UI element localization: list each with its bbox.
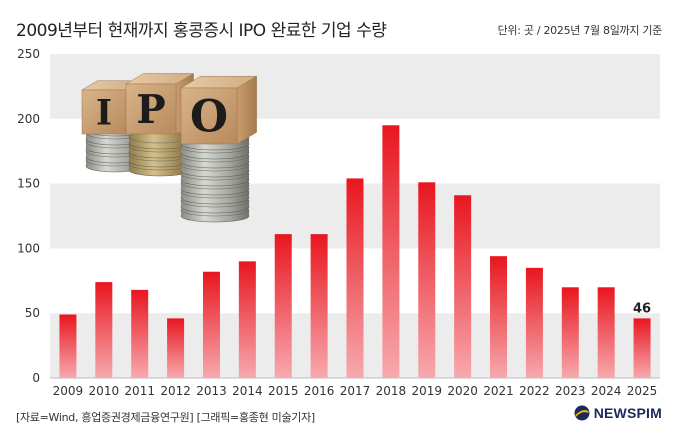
y-tick-label: 150 (17, 177, 40, 191)
bar (561, 287, 579, 378)
letter-block: O (180, 75, 258, 145)
data-labels: 46 (633, 301, 651, 316)
x-tick-label: 2011 (124, 384, 155, 398)
bar (346, 178, 364, 378)
x-tick-label: 2013 (196, 384, 227, 398)
newspim-globe-icon (574, 405, 590, 421)
bar (59, 314, 77, 378)
bar (454, 195, 472, 378)
x-tick-label: 2019 (411, 384, 442, 398)
x-tick-label: 2021 (483, 384, 514, 398)
bar (310, 234, 328, 378)
y-axis: 0 50 100 150 200 250 (17, 47, 40, 385)
bar (167, 318, 185, 378)
x-tick-label: 2010 (89, 384, 120, 398)
x-tick-label: 2023 (555, 384, 586, 398)
x-tick-label: 2017 (340, 384, 371, 398)
bar (490, 256, 508, 378)
unit-note: 단위: 곳 / 2025년 7월 8일까지 기준 (497, 24, 663, 37)
bar (131, 289, 149, 378)
x-tick-label: 2014 (232, 384, 263, 398)
x-tick-label: 2015 (268, 384, 299, 398)
y-tick-label: 250 (17, 47, 40, 61)
newspim-logo-text: NEWSPIM (593, 405, 662, 421)
bar (418, 182, 436, 378)
bar (202, 271, 220, 378)
block-letter: P (136, 87, 165, 133)
y-tick-label: 200 (17, 112, 40, 126)
bar (274, 234, 292, 378)
block-letter: O (190, 92, 228, 143)
x-tick-label: 2025 (627, 384, 658, 398)
bar (633, 318, 651, 378)
y-tick-label: 50 (25, 306, 40, 320)
bar (382, 125, 400, 378)
bar (95, 282, 113, 378)
x-tick-label: 2022 (519, 384, 550, 398)
x-tick-label: 2024 (591, 384, 622, 398)
newspim-logo: NEWSPIM (574, 405, 662, 421)
source-note: [자료=Wind, 흥업증권경제금융연구원] [그래픽=홍종현 미술기자] (16, 411, 315, 424)
x-tick-label: 2016 (304, 384, 335, 398)
bar (597, 287, 615, 378)
x-axis: 2009 2010 2011 2012 2013 2014 2015 2016 2017 2018… (53, 384, 658, 398)
chart-title: 2009년부터 현재까지 홍콩증시 IPO 완료한 기업 수량 (16, 21, 387, 41)
y-tick-label: 100 (17, 241, 40, 255)
bars-group (59, 125, 651, 378)
x-tick-label: 2012 (160, 384, 191, 398)
x-tick-label: 2020 (447, 384, 478, 398)
bar (238, 261, 256, 378)
y-tick-label: 0 (32, 371, 40, 385)
x-tick-label: 2009 (53, 384, 84, 398)
x-tick-label: 2018 (376, 384, 407, 398)
bar (525, 267, 543, 378)
data-label: 46 (633, 301, 651, 316)
block-letter: I (96, 93, 112, 133)
